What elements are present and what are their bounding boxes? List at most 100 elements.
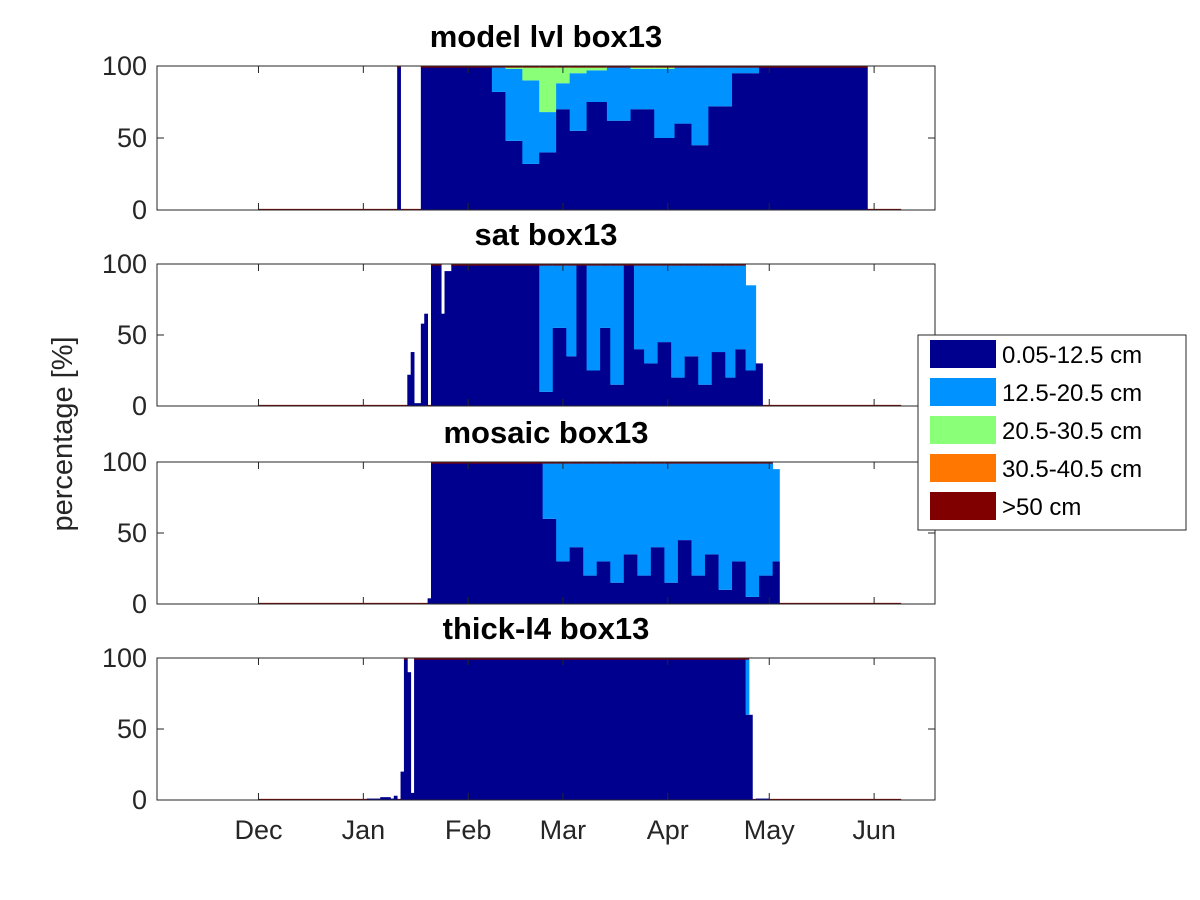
model-bar-10-c2 bbox=[586, 70, 608, 102]
thick-l4-title: thick-l4 box13 bbox=[443, 611, 650, 646]
mosaic-bar-16-c1 bbox=[718, 589, 733, 604]
mosaic-bar-8-c2 bbox=[610, 462, 625, 583]
sat-bar-23-c2 bbox=[684, 264, 699, 357]
mosaic-bar-15-c2 bbox=[704, 462, 719, 555]
sat-bar-19-c2 bbox=[633, 264, 645, 350]
mosaic-bar-7-c1 bbox=[596, 561, 611, 604]
mosaic-bar-15-c1 bbox=[704, 554, 719, 604]
sat-bar-7-c1 bbox=[430, 264, 442, 406]
model-bar-14-c1 bbox=[674, 123, 692, 210]
mosaic-bar-18-c1 bbox=[745, 596, 760, 604]
sat-bar-13-c1 bbox=[566, 356, 577, 406]
thick-l4-ytick-label-1: 50 bbox=[117, 714, 147, 744]
model-bar-10-c1 bbox=[586, 102, 608, 210]
sat-bar-17-c1 bbox=[610, 384, 625, 406]
model-bar-8-c3 bbox=[556, 66, 571, 84]
mosaic-bar-9-c2 bbox=[623, 462, 638, 555]
mosaic-bar-5-c2 bbox=[569, 462, 584, 548]
model-bar-17-c1 bbox=[732, 73, 760, 210]
sat-bar-12-c2 bbox=[552, 264, 567, 328]
sat-bar-24-c2 bbox=[698, 264, 713, 385]
sat-bar-9-c1 bbox=[444, 271, 452, 406]
sat-bar-10-c1 bbox=[451, 264, 540, 406]
mosaic-bar-17-c2 bbox=[732, 462, 746, 562]
model-bar-5-c1 bbox=[505, 140, 523, 210]
model-title: model lvl box13 bbox=[430, 19, 663, 54]
thick-l4-bar-3-c1 bbox=[390, 798, 395, 800]
mosaic-bar-18-c2 bbox=[745, 462, 760, 597]
model-bar-13-c2 bbox=[654, 68, 675, 138]
model-bar-4-c1 bbox=[491, 91, 506, 210]
mosaic-ytick-label-0: 0 bbox=[132, 589, 147, 619]
mosaic-bar-11-c1 bbox=[650, 547, 665, 604]
model-bar-6-c2 bbox=[522, 80, 540, 164]
model-bar-6-c3 bbox=[522, 66, 540, 81]
model-ytick-label-2: 100 bbox=[102, 51, 147, 81]
sat-bar-17-c2 bbox=[610, 264, 625, 385]
thick-l4-xtick-label-5: May bbox=[744, 815, 796, 845]
sat-bar-5-c1 bbox=[424, 313, 429, 406]
sat-bar-11-c2 bbox=[539, 264, 554, 392]
mosaic-bar-12-c1 bbox=[664, 582, 679, 604]
sat-ytick-label-0: 0 bbox=[132, 391, 147, 421]
sat-bar-26-c2 bbox=[725, 264, 736, 378]
sat-bar-16-c2 bbox=[600, 264, 611, 328]
model-bar-8-c1 bbox=[556, 109, 571, 210]
model-bar-12-c2 bbox=[630, 68, 655, 110]
sat-bar-21-c2 bbox=[657, 264, 672, 343]
sat-bar-13-c2 bbox=[566, 264, 577, 357]
mosaic-bar-20-c1 bbox=[772, 561, 780, 604]
model-panel: model lvl box13 0 50 100 bbox=[102, 19, 936, 225]
sat-bar-24-c1 bbox=[698, 384, 713, 406]
thick-l4-xtick-label-0: Dec bbox=[234, 815, 282, 845]
sat-bar-8-c1 bbox=[441, 313, 445, 406]
sat-bar-18-c1 bbox=[623, 264, 635, 406]
thick-l4-bar-11-c2 bbox=[745, 658, 750, 715]
thick-l4-bar-11-c1 bbox=[745, 714, 750, 800]
model-bar-7-c1 bbox=[539, 152, 557, 210]
mosaic-bar-10-c2 bbox=[637, 462, 652, 576]
mosaic-bar-7-c2 bbox=[596, 462, 611, 562]
legend-label-3: 20.5-30.5 cm bbox=[1002, 418, 1142, 445]
model-bar-16-c2 bbox=[708, 66, 733, 107]
thick-l4-ytick-label-2: 100 bbox=[102, 643, 147, 673]
model-bar-13-c1 bbox=[654, 138, 675, 210]
mosaic-bar-14-c2 bbox=[691, 462, 706, 576]
legend-label-1: 0.05-12.5 cm bbox=[1002, 342, 1142, 369]
sat-bar-15-c1 bbox=[586, 370, 601, 406]
sat-bar-20-c2 bbox=[644, 264, 659, 364]
model-bar-15-c2 bbox=[691, 66, 709, 146]
sat-bar-25-c2 bbox=[711, 264, 726, 353]
sat-panel: sat box13 0 50 100 bbox=[102, 217, 936, 421]
model-bar-14-c2 bbox=[674, 66, 692, 124]
model-bar-11-c1 bbox=[606, 120, 631, 210]
legend: 0.05-12.5 cm 12.5-20.5 cm 20.5-30.5 cm 3… bbox=[917, 334, 1187, 531]
thick-l4-ytick-label-0: 0 bbox=[132, 785, 147, 815]
y-axis-label: percentage [%] bbox=[47, 336, 79, 531]
model-ytick-label-0: 0 bbox=[132, 195, 147, 225]
legend-swatch-2 bbox=[930, 378, 996, 406]
model-bar-10-c3 bbox=[586, 66, 608, 71]
thick-l4-xtick-label-4: Apr bbox=[647, 815, 689, 845]
sat-bar-1-c1 bbox=[407, 374, 412, 406]
thick-l4-bar-8-c1 bbox=[407, 672, 412, 800]
sat-bar-3-c1 bbox=[414, 403, 422, 406]
legend-swatch-5 bbox=[930, 492, 996, 520]
sat-ytick-label-1: 50 bbox=[117, 320, 147, 350]
legend-label-2: 12.5-20.5 cm bbox=[1002, 380, 1142, 407]
thick-l4-bar-1-c1 bbox=[366, 798, 381, 800]
thick-l4-bar-7-c1 bbox=[403, 658, 408, 800]
sat-bar-2-c1 bbox=[410, 352, 415, 406]
thick-l4-bar-12-c1 bbox=[748, 714, 753, 800]
legend-label-5: >50 cm bbox=[1002, 494, 1081, 521]
thick-l4-xtick-label-2: Feb bbox=[445, 815, 492, 845]
sat-bar-25-c1 bbox=[711, 352, 726, 406]
mosaic-bars bbox=[258, 462, 902, 604]
model-bar-3-c1 bbox=[420, 66, 493, 210]
mosaic-bar-11-c2 bbox=[650, 462, 665, 548]
mosaic-bar-6-c1 bbox=[583, 575, 598, 604]
mosaic-bar-19-c1 bbox=[759, 575, 774, 604]
model-bar-8-c2 bbox=[556, 83, 571, 110]
thick-l4-xtick-label-1: Jan bbox=[342, 815, 386, 845]
sat-bar-27-c1 bbox=[735, 349, 746, 406]
